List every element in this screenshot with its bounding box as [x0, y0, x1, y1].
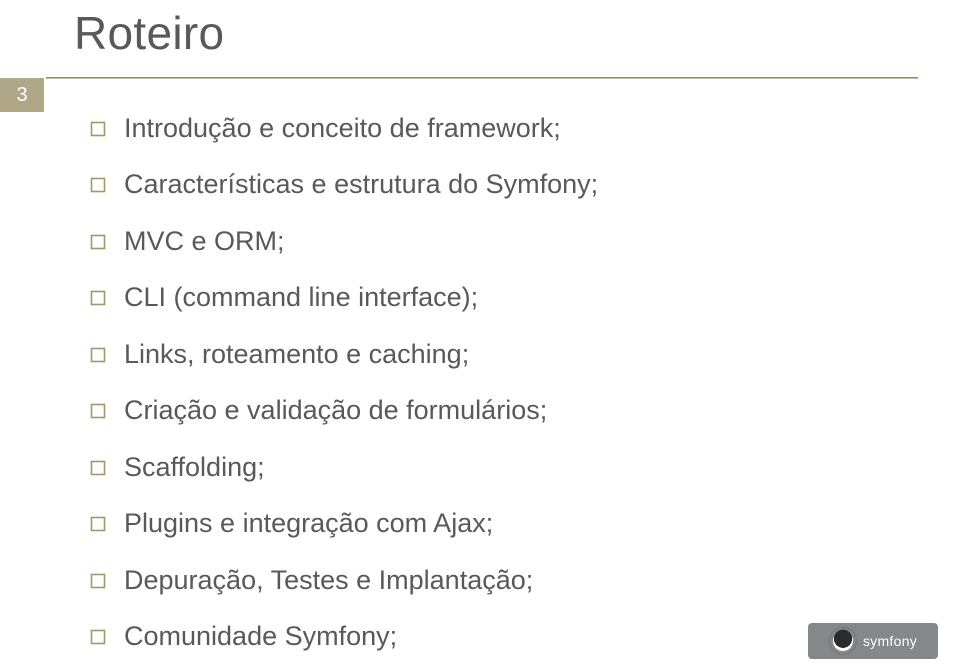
- square-bullet-icon: [90, 234, 106, 250]
- symfony-logo-text: symfony: [863, 633, 917, 649]
- slide: Roteiro 3 Introdução e conceito de frame…: [0, 0, 960, 669]
- square-bullet-icon: [90, 403, 106, 419]
- list-item: Plugins e integração com Ajax;: [90, 505, 920, 541]
- square-bullet-icon: [90, 347, 106, 363]
- square-bullet-icon: [90, 629, 106, 645]
- list-item-text: Plugins e integração com Ajax;: [124, 505, 493, 541]
- list-item-text: Características e estrutura do Symfony;: [124, 166, 598, 202]
- square-bullet-icon: [90, 121, 106, 137]
- list-item: Criação e validação de formulários;: [90, 392, 920, 428]
- page-number-badge: 3: [0, 78, 44, 112]
- list-item: MVC e ORM;: [90, 223, 920, 259]
- list-item: Características e estrutura do Symfony;: [90, 166, 920, 202]
- square-bullet-icon: [90, 573, 106, 589]
- list-item-text: Comunidade Symfony;: [124, 618, 397, 654]
- divider-bottom: [46, 78, 918, 79]
- page-number: 3: [16, 84, 27, 107]
- square-bullet-icon: [90, 516, 106, 532]
- list-item-text: CLI (command line interface);: [124, 279, 478, 315]
- list-item-text: Scaffolding;: [124, 449, 265, 485]
- square-bullet-icon: [90, 177, 106, 193]
- list-item: Introdução e conceito de framework;: [90, 110, 920, 146]
- list-item-text: Introdução e conceito de framework;: [124, 110, 561, 146]
- list-item-text: Criação e validação de formulários;: [124, 392, 547, 428]
- square-bullet-icon: [90, 460, 106, 476]
- title-divider: [46, 77, 918, 79]
- symfony-logo-mark-icon: [829, 627, 857, 655]
- list-item: Scaffolding;: [90, 449, 920, 485]
- page-title: Roteiro: [74, 6, 224, 60]
- list-item: CLI (command line interface);: [90, 279, 920, 315]
- bullet-list: Introdução e conceito de framework; Cara…: [90, 110, 920, 669]
- list-item-text: Depuração, Testes e Implantação;: [124, 562, 533, 598]
- square-bullet-icon: [90, 290, 106, 306]
- list-item-text: MVC e ORM;: [124, 223, 285, 259]
- symfony-logo: symfony: [808, 623, 938, 659]
- list-item: Comunidade Symfony;: [90, 618, 920, 654]
- list-item-text: Links, roteamento e caching;: [124, 336, 469, 372]
- list-item: Links, roteamento e caching;: [90, 336, 920, 372]
- list-item: Depuração, Testes e Implantação;: [90, 562, 920, 598]
